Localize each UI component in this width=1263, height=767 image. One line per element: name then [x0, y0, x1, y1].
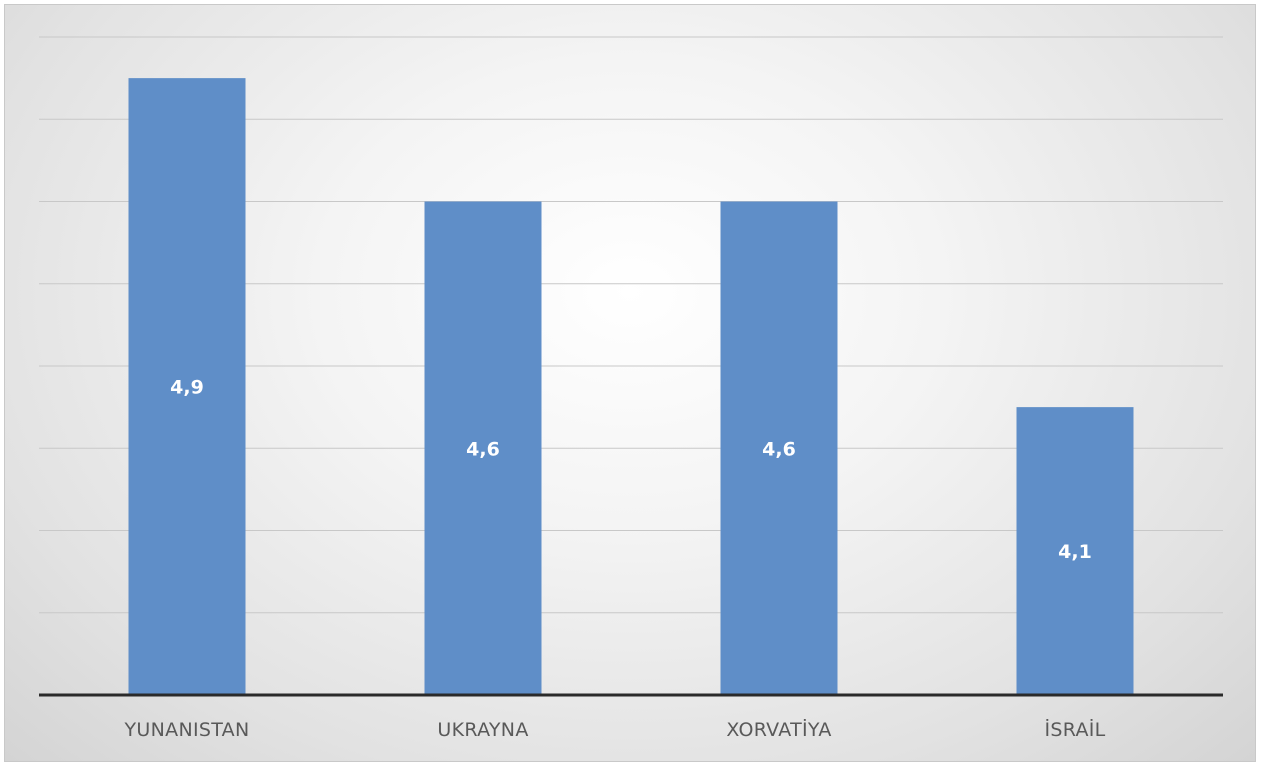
bar-2 [720, 201, 838, 695]
data-label-3: 4,1 [1058, 541, 1092, 563]
data-label-1: 4,6 [466, 438, 500, 460]
category-label-1: UKRAYNA [437, 719, 528, 741]
data-label-2: 4,6 [762, 438, 796, 460]
bar-chart: 4,9 4,6 4,6 4,1 YUNANISTAN UKRAYNA XORVATİYA İ… [39, 36, 1223, 741]
category-label-2: XORVATİYA [726, 718, 831, 741]
bar-0 [128, 78, 246, 695]
bars [128, 78, 1134, 695]
bar-1 [424, 201, 542, 695]
bar-3 [1016, 407, 1134, 695]
chart-frame: 4,9 4,6 4,6 4,1 YUNANISTAN UKRAYNA XORVATİYA İ… [4, 4, 1256, 762]
category-label-0: YUNANISTAN [124, 719, 250, 741]
category-labels: YUNANISTAN UKRAYNA XORVATİYA İSRAİL [124, 718, 1106, 741]
data-label-0: 4,9 [170, 377, 204, 399]
data-labels: 4,9 4,6 4,6 4,1 [170, 377, 1092, 564]
category-label-3: İSRAİL [1044, 718, 1105, 741]
